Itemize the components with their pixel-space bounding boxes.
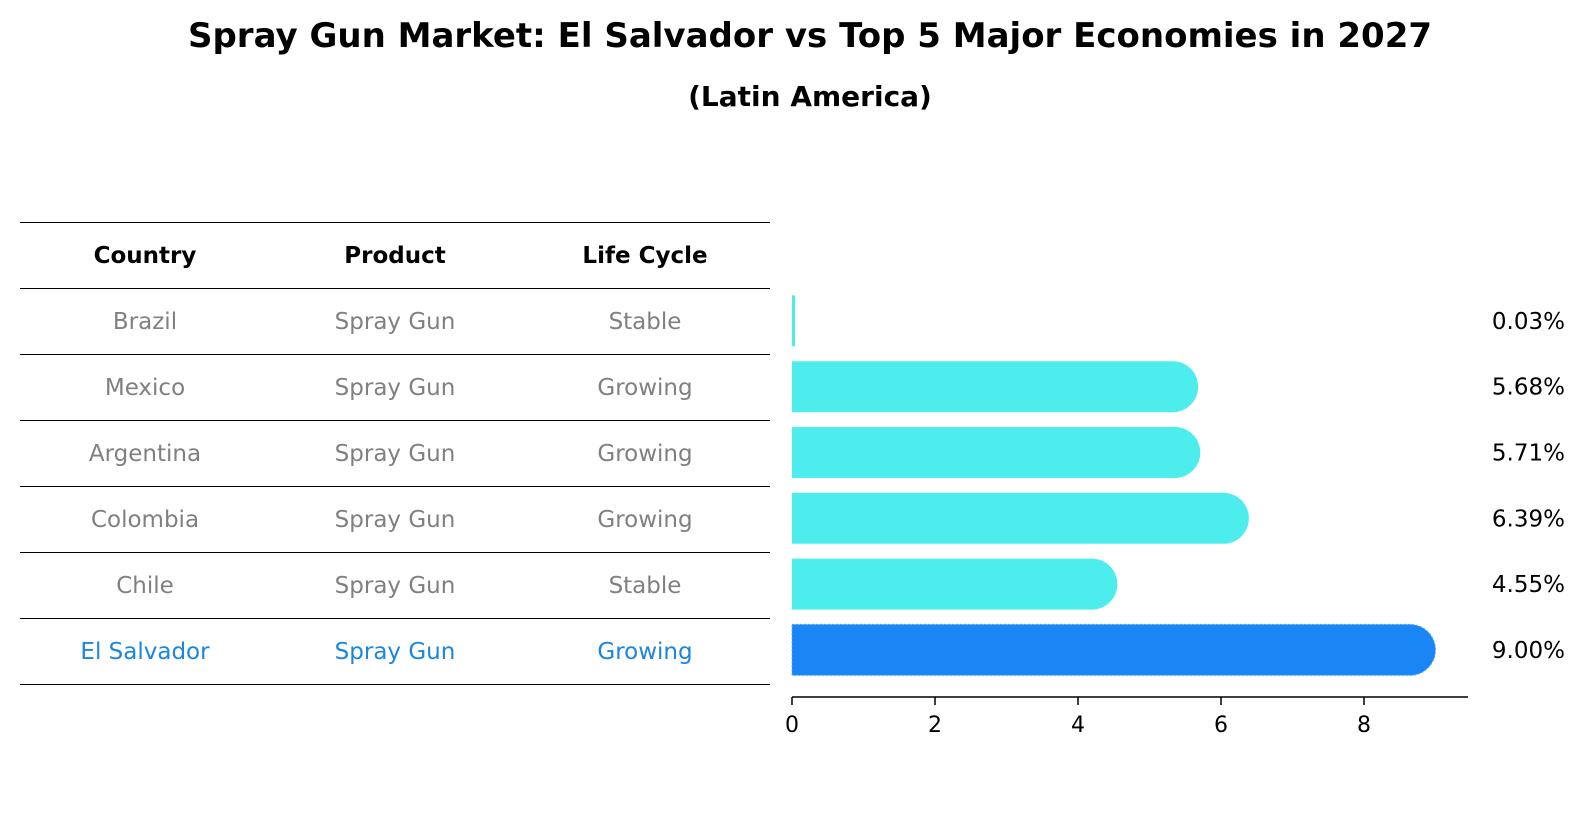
life-cycle-cell: Growing [597, 440, 693, 467]
x-tick-label: 6 [1214, 713, 1228, 738]
table-row-highlight: El Salvador Spray Gun Growing [20, 618, 770, 685]
country-cell: Brazil [112, 308, 178, 335]
data-label: 0.03% [1492, 309, 1565, 335]
bar [792, 558, 1118, 610]
bar [792, 427, 1201, 478]
bar [792, 295, 795, 347]
country-cell: El Salvador [80, 638, 210, 665]
product-cell: Spray Gun [334, 374, 456, 401]
bar [792, 492, 1249, 544]
x-tick-label: 2 [928, 713, 942, 738]
bar-highlight [791, 623, 1436, 676]
product-cell: Spray Gun [334, 308, 456, 335]
life-cycle-cell: Growing [597, 506, 693, 533]
life-cycle-cell: Growing [597, 374, 693, 401]
x-tick-label: 8 [1357, 713, 1371, 738]
country-cell: Colombia [90, 506, 200, 533]
x-tick-label: 0 [785, 713, 799, 738]
product-cell: Spray Gun [334, 572, 456, 599]
product-cell: Spray Gun [334, 506, 456, 533]
header-country: Country [93, 242, 197, 269]
country-cell: Mexico [104, 374, 186, 401]
table-row: Mexico Spray Gun Growing [20, 354, 770, 420]
life-cycle-cell: Stable [608, 308, 682, 335]
table-row: Colombia Spray Gun Growing [20, 486, 770, 552]
product-cell: Spray Gun [334, 638, 456, 665]
header-life-cycle: Life Cycle [582, 242, 708, 269]
x-tick-label: 4 [1071, 713, 1085, 738]
data-label: 4.55% [1492, 572, 1565, 598]
data-label: 9.00% [1492, 638, 1565, 664]
product-cell: Spray Gun [334, 440, 456, 467]
data-label: 5.71% [1492, 441, 1565, 467]
table-row: Argentina Spray Gun Growing [20, 420, 770, 486]
table-row: Chile Spray Gun Stable [20, 552, 770, 618]
life-cycle-cell: Growing [597, 638, 693, 665]
chart-title: Spray Gun Market: El Salvador vs Top 5 M… [187, 16, 1433, 56]
country-cell: Argentina [88, 440, 202, 467]
chart-subtitle: (Latin America) [688, 80, 932, 113]
data-label: 5.68% [1492, 375, 1565, 401]
table-header-row: Country Product Life Cycle [20, 222, 770, 288]
table-row: Brazil Spray Gun Stable [20, 288, 770, 354]
header-product: Product [344, 242, 446, 269]
life-cycle-cell: Stable [608, 572, 682, 599]
bar [792, 361, 1199, 413]
data-label: 6.39% [1492, 506, 1565, 532]
data-table: Country Product Life Cycle Brazil Spray … [20, 222, 770, 685]
country-cell: Chile [116, 572, 174, 599]
